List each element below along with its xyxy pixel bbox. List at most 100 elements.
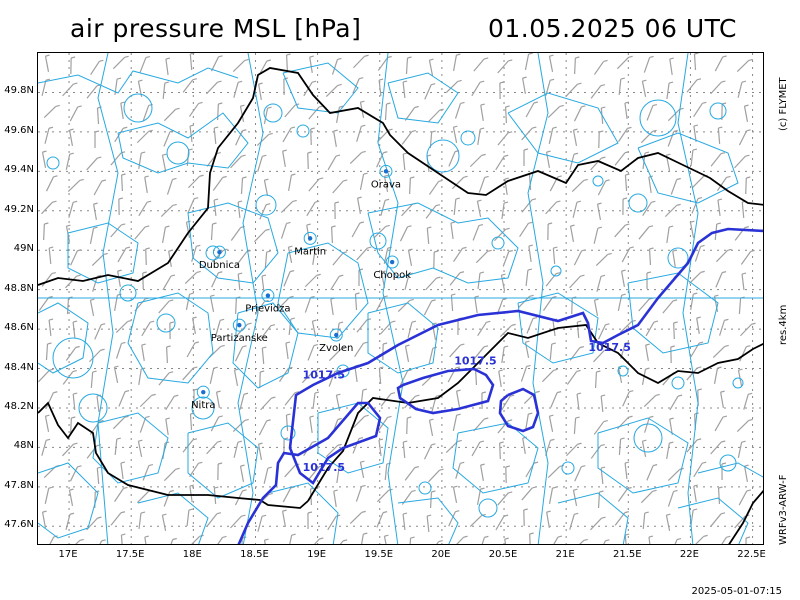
wind-barb [191, 246, 197, 262]
wind-barb-flag [378, 438, 384, 441]
wind-barb-flag [499, 441, 504, 444]
wind-barb [548, 56, 554, 72]
lon-tick-label: 19E [307, 549, 327, 560]
city-dot [217, 249, 222, 255]
wind-barb-flag [696, 316, 701, 319]
wind-barb [596, 204, 602, 220]
wind-barb [282, 151, 286, 167]
wind-barb [185, 222, 191, 238]
wind-barb-flag [148, 463, 154, 467]
wind-barb-flag [51, 272, 56, 275]
wind-barb-flag [100, 348, 105, 351]
wind-barb-flag [451, 293, 456, 296]
wind-barb-flag [385, 198, 390, 201]
wind-barb [736, 419, 750, 433]
wind-barb-flag [42, 150, 47, 153]
wind-barb [397, 299, 411, 313]
wind-barb-flag [188, 148, 193, 151]
city-dot [334, 332, 339, 338]
wind-barb-flag [172, 177, 177, 180]
wind-barb-flag [214, 486, 219, 489]
wind-barb-flag [646, 271, 652, 274]
wind-barb [187, 198, 195, 214]
wind-barb-flag [748, 418, 753, 421]
wind-barb-flag [717, 366, 722, 369]
wind-barb-flag [694, 53, 699, 55]
wind-barb-flag [289, 270, 295, 273]
wind-barb-flag [334, 201, 340, 204]
wind-barb [112, 56, 126, 70]
wind-barb [455, 391, 461, 407]
wind-barb [69, 466, 79, 482]
wind-barb-flag [645, 367, 650, 370]
wind-barb [614, 224, 626, 238]
wind-barb [715, 249, 729, 263]
wind-barb [497, 132, 509, 146]
wind-barb [209, 296, 215, 312]
wind-barb-flag [148, 129, 153, 132]
wind-barb [230, 227, 242, 241]
wind-barb-flag [575, 56, 580, 59]
wind-barb [254, 301, 266, 315]
lat-tick-label: 48.2N [4, 400, 34, 412]
wind-barb-flag [505, 105, 510, 108]
wind-barb-flag [583, 538, 588, 541]
wind-barb [428, 60, 434, 76]
wind-barb-flag [237, 440, 243, 443]
wind-barb [257, 444, 263, 460]
wind-barb-flag [359, 77, 364, 80]
wind-barb [110, 224, 122, 238]
isobar-label: 1017.5 [303, 368, 345, 381]
wind-barb-flag [721, 80, 726, 83]
wind-barb [493, 228, 507, 242]
wind-barb-flag [596, 370, 601, 373]
wind-barb-flag [49, 368, 54, 371]
wind-barb [120, 462, 124, 480]
wind-barb [670, 179, 678, 195]
wind-barb [356, 126, 362, 142]
wind-barb-flag [407, 369, 412, 372]
lon-tick-label: 20E [431, 549, 451, 560]
wind-barb [738, 297, 742, 315]
wind-barb-flag [69, 128, 74, 131]
wind-barb-flag [262, 346, 267, 349]
wind-barb [330, 275, 340, 291]
wind-barb [258, 420, 268, 436]
wind-barb [566, 371, 578, 385]
wind-barb-flag [391, 320, 396, 323]
wind-barb [665, 515, 671, 531]
wind-barb-flag [361, 510, 366, 513]
wind-barb-flag [511, 323, 516, 326]
wind-barb-flag [77, 105, 82, 108]
wind-barb [710, 81, 722, 95]
wind-barb [448, 511, 456, 527]
wind-barb [70, 250, 78, 266]
wind-barb-flag [117, 293, 122, 296]
wind-barb [66, 297, 70, 315]
wind-barb [428, 469, 440, 483]
wind-barb [481, 537, 485, 544]
wind-barb [455, 463, 461, 479]
wind-barb [191, 535, 201, 544]
wind-barb-flag [533, 461, 539, 464]
wind-barb [189, 462, 199, 478]
lon-tick-label: 22E [679, 549, 699, 560]
wind-barb-flag [125, 246, 131, 249]
wind-barb [429, 491, 433, 509]
wind-barb [529, 533, 531, 544]
wind-barb-flag [340, 347, 345, 350]
wind-barb [239, 466, 245, 482]
wind-barb-flag [644, 511, 649, 514]
wind-barb [691, 198, 699, 214]
wind-barb-flag [549, 414, 554, 417]
wind-barb [311, 321, 317, 337]
wind-barb [401, 203, 413, 217]
wind-barb-flag [474, 295, 479, 298]
wind-barb [741, 201, 745, 219]
wind-barb [402, 441, 406, 459]
wind-barb [186, 509, 190, 527]
wind-barb [669, 395, 679, 411]
lon-tick-label: 22.5E [737, 549, 766, 560]
wind-barb-flag [141, 343, 146, 346]
wind-barb [399, 226, 409, 242]
